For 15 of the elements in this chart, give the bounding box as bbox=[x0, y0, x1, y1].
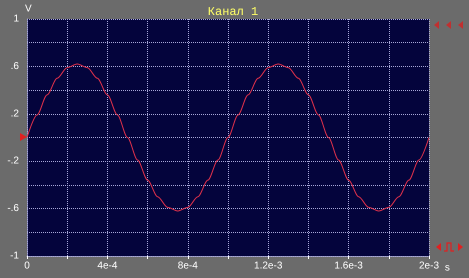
y-axis-title: V bbox=[25, 4, 32, 14]
y-tick-label: .6 bbox=[10, 60, 20, 72]
y-tick-label: -1 bbox=[10, 250, 20, 262]
chart-title: Канал 1 bbox=[208, 5, 258, 19]
x-tick-label: 4e-4 bbox=[97, 260, 118, 272]
x-tick-label: 0 bbox=[24, 260, 30, 272]
y-tick-label: .2 bbox=[10, 108, 20, 120]
x-tick-label: 2e-3 bbox=[418, 260, 440, 272]
x-tick-label: 1.2e-3 bbox=[254, 260, 283, 272]
y-tick-label: -.6 bbox=[7, 203, 20, 214]
x-tick-label: 1.6e-3 bbox=[334, 260, 364, 272]
y-tick-label: -.2 bbox=[7, 156, 20, 167]
x-axis-title: s bbox=[444, 262, 450, 274]
y-tick-label: 1 bbox=[13, 14, 20, 24]
x-tick-label: 8e-4 bbox=[178, 260, 198, 272]
